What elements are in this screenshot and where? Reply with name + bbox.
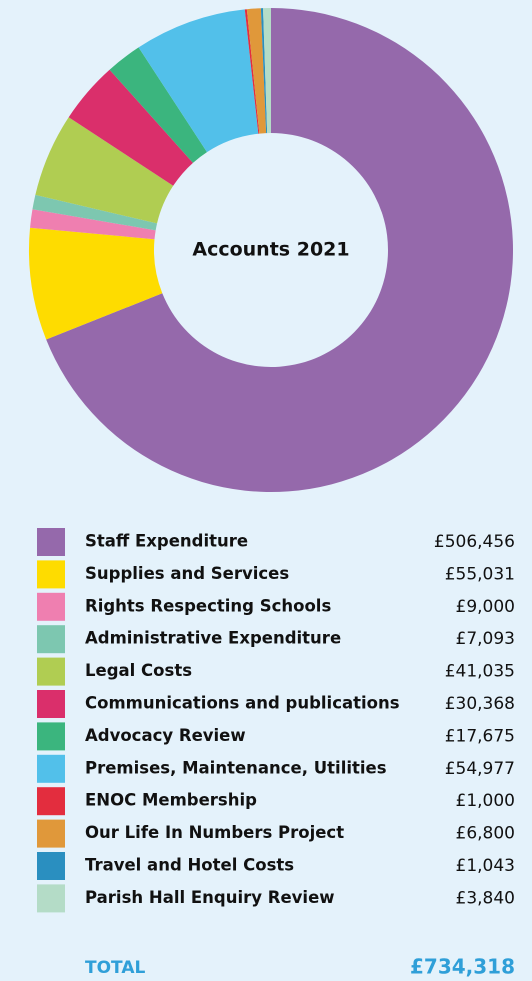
legend-swatch	[37, 690, 65, 718]
slice	[35, 117, 174, 224]
value-label: £41,035	[445, 662, 515, 682]
value-label: £54,977	[445, 759, 515, 779]
legend-swatch	[37, 787, 65, 816]
value-label: £7,093	[456, 629, 515, 649]
slice	[263, 8, 271, 134]
total-label: TOTAL	[85, 958, 145, 978]
legend-swatch	[37, 528, 65, 556]
legend-swatch	[37, 884, 65, 913]
slice	[109, 47, 207, 163]
legend-label: Supplies and Services	[85, 564, 289, 583]
value-label: £6,800	[456, 824, 515, 844]
slice	[260, 8, 268, 134]
value-label: £17,675	[445, 726, 515, 746]
value-label: £30,368	[445, 694, 515, 714]
slice	[28, 227, 163, 340]
slice	[32, 194, 158, 231]
legend-label: Rights Respecting Schools	[85, 596, 331, 615]
legend-label: Advocacy Review	[85, 726, 246, 745]
legend-label: Our Life In Numbers Project	[85, 823, 344, 842]
legend-swatch	[37, 560, 65, 589]
legend-swatch	[37, 592, 65, 621]
slice	[246, 8, 267, 134]
legend-label: ENOC Membership	[85, 791, 257, 810]
legend-label: Premises, Maintenance, Utilities	[85, 758, 387, 777]
value-label: £55,031	[445, 564, 515, 584]
value-label: £9,000	[456, 597, 515, 617]
value-label: £3,840	[456, 888, 515, 908]
slice	[30, 209, 156, 240]
legend-swatch	[37, 852, 65, 880]
legend-label: Travel and Hotel Costs	[85, 856, 294, 875]
legend-swatch	[37, 754, 65, 783]
legend-label: Communications and publications	[85, 694, 400, 713]
slice	[244, 9, 260, 134]
legend-swatch	[37, 625, 65, 654]
total-value: £734,318	[410, 955, 515, 979]
chart-title: Accounts 2021	[192, 239, 349, 261]
legend-label: Legal Costs	[85, 661, 192, 680]
legend-swatch	[37, 722, 65, 751]
value-label: £1,000	[456, 791, 515, 811]
legend-label: Staff Expenditure	[85, 532, 248, 551]
slice	[68, 69, 193, 186]
legend-swatch	[37, 819, 65, 848]
legend-label: Parish Hall Enquiry Review	[85, 888, 335, 907]
value-label: £506,456	[434, 532, 515, 552]
legend-label: Administrative Expenditure	[85, 629, 341, 648]
slice	[46, 8, 514, 492]
value-label: £1,043	[456, 856, 515, 876]
slice	[138, 9, 259, 153]
legend-swatch	[37, 657, 65, 686]
